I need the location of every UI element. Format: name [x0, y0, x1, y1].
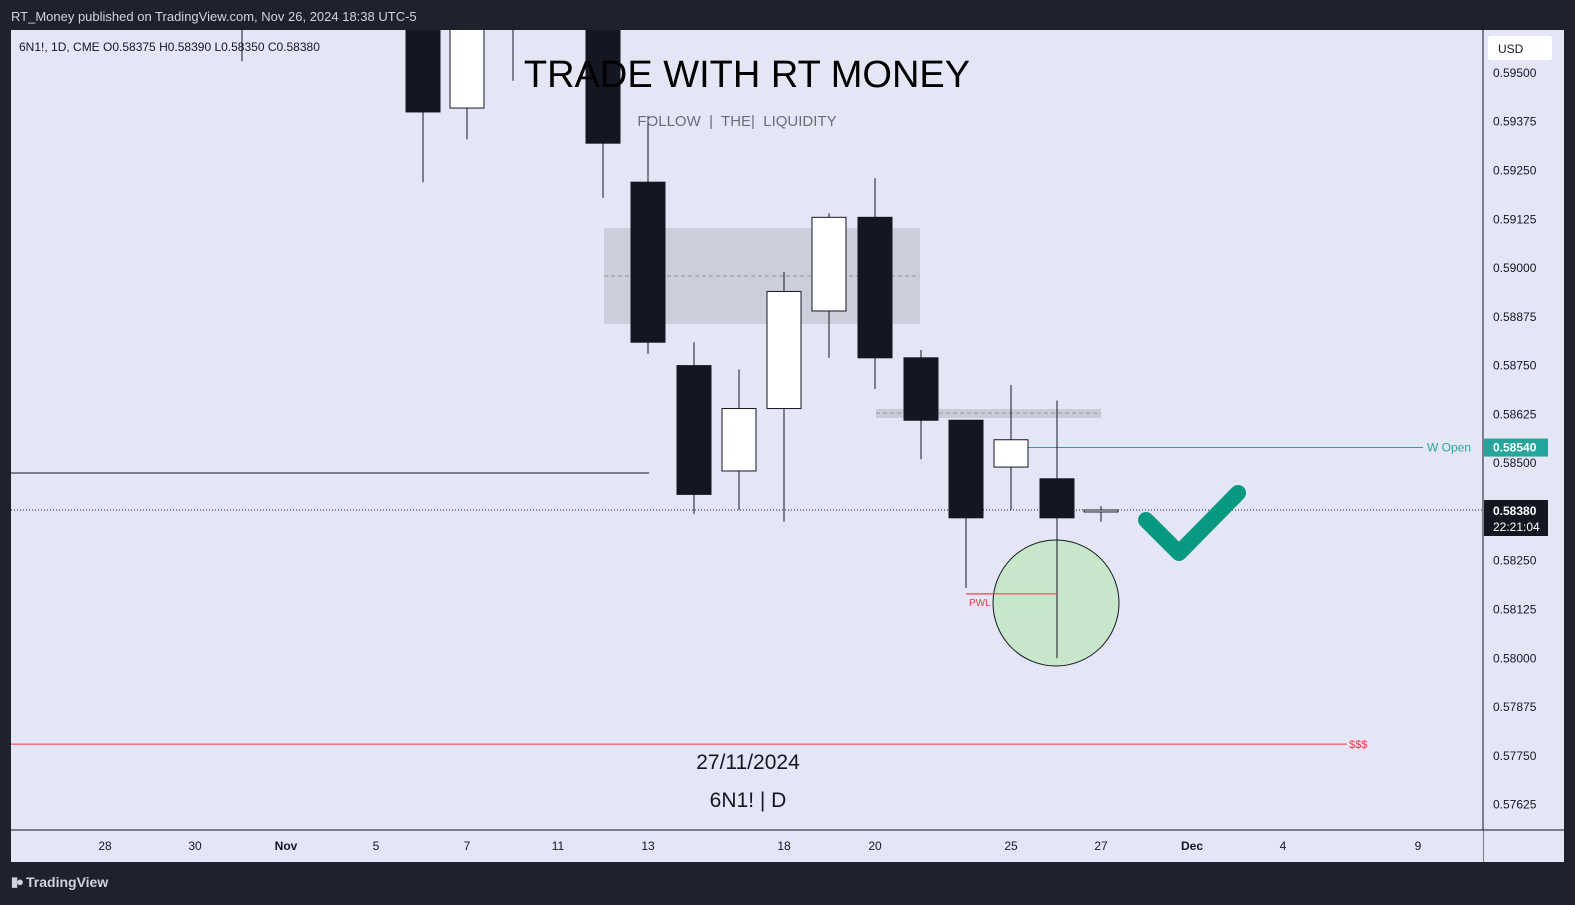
liquidity-sweep-circle [992, 539, 1120, 667]
price-tick-label: 0.58125 [1493, 603, 1537, 617]
price-tick-label: 0.57750 [1493, 749, 1537, 763]
ohlc-legend: 6N1!, 1D, CME O0.58375 H0.58390 L0.58350… [19, 40, 320, 54]
date-tick-label: 9 [1415, 839, 1422, 853]
tradingview-logo-text: TradingView [26, 874, 109, 890]
candle[interactable] [1083, 506, 1119, 522]
liquidity-label: $$$ [1349, 739, 1367, 751]
candle-body [449, 2, 485, 109]
candle[interactable] [721, 369, 757, 510]
date-tick-label: 5 [373, 839, 380, 853]
price-tick-label: 0.58500 [1493, 456, 1537, 470]
candle-body [676, 365, 712, 495]
price-tick-label: 0.59500 [1493, 66, 1537, 80]
countdown-text: 22:21:04 [1493, 520, 1540, 534]
price-tick-label: 0.58250 [1493, 554, 1537, 568]
watermark-subtitle: FOLLOW | THE| LIQUIDITY [637, 113, 836, 130]
candle[interactable] [993, 385, 1029, 510]
tradingview-logo[interactable]: ▮● TradingView [11, 874, 108, 890]
publisher-bar: RT_Money published on TradingView.com, N… [0, 0, 1575, 30]
price-tick-label: 0.59375 [1493, 115, 1537, 129]
date-tick-label: 18 [777, 839, 791, 853]
date-tick-label: 25 [1004, 839, 1018, 853]
candle-body [721, 408, 757, 472]
footer-bar: ▮● TradingView [0, 862, 1575, 905]
currency-label: USD [1498, 42, 1524, 56]
candle-body [1083, 509, 1119, 513]
price-tick-label: 0.59000 [1493, 261, 1537, 275]
date-label: 27/11/2024 [696, 751, 800, 774]
candle[interactable] [948, 419, 984, 589]
last-price-text: 0.58380 [1493, 504, 1537, 518]
date-tick-label: 27 [1094, 839, 1108, 853]
check-mark-icon [1138, 485, 1246, 561]
chart-area[interactable]: USD 0.59500 0.59375 0.59250 0.59125 0.59000 0.… [11, 0, 1564, 862]
candle[interactable] [903, 350, 939, 460]
candle[interactable] [676, 342, 712, 514]
price-tick-label: 0.58625 [1493, 407, 1537, 421]
watermark-title: TRADE WITH RT MONEY [524, 54, 970, 96]
candle[interactable] [811, 213, 847, 358]
candle[interactable] [857, 178, 893, 390]
date-tick-label: 28 [98, 839, 112, 853]
last-price-badge [1484, 500, 1548, 536]
date-tick-label: Dec [1181, 839, 1203, 853]
pwl-label: PWL [969, 598, 991, 609]
candle-body [405, 25, 441, 113]
date-tick-label: 4 [1280, 839, 1287, 853]
price-tick-label: 0.58750 [1493, 359, 1537, 373]
w-open-price-text: 0.58540 [1493, 441, 1537, 455]
date-tick-label: 30 [188, 839, 202, 853]
time-scale[interactable] [11, 830, 1483, 862]
candle-body [993, 439, 1029, 468]
price-tick-label: 0.59125 [1493, 212, 1537, 226]
publisher-text: RT_Money published on TradingView.com, N… [11, 9, 417, 24]
date-tick-label: 13 [641, 839, 655, 853]
candle-body [811, 216, 847, 312]
currency-box[interactable] [1488, 36, 1552, 60]
w-open-label: W Open [1427, 441, 1471, 455]
candle[interactable] [766, 271, 802, 522]
price-tick-label: 0.58000 [1493, 651, 1537, 665]
date-tick-label: Nov [275, 839, 298, 853]
price-tick-label: 0.57875 [1493, 700, 1537, 714]
candle[interactable] [630, 115, 666, 354]
price-tick-label: 0.57625 [1493, 798, 1537, 812]
w-open-price-badge [1484, 438, 1548, 457]
price-tick-label: 0.59250 [1493, 163, 1537, 177]
date-tick-label: 20 [868, 839, 882, 853]
candle-body [903, 357, 939, 421]
candle-body [766, 290, 802, 410]
symbol-label: 6N1! | D [710, 789, 787, 812]
chart-background [11, 30, 1564, 862]
tradingview-logo-icon: ▮● [11, 874, 24, 889]
candle-body [857, 216, 893, 359]
date-tick-label: 7 [464, 839, 471, 853]
candle-body [948, 419, 984, 519]
chart-svg[interactable]: USD 0.59500 0.59375 0.59250 0.59125 0.59000 0.… [11, 0, 1564, 862]
date-tick-label: 11 [552, 839, 565, 853]
price-tick-label: 0.58875 [1493, 310, 1537, 324]
candle-body [630, 181, 666, 343]
